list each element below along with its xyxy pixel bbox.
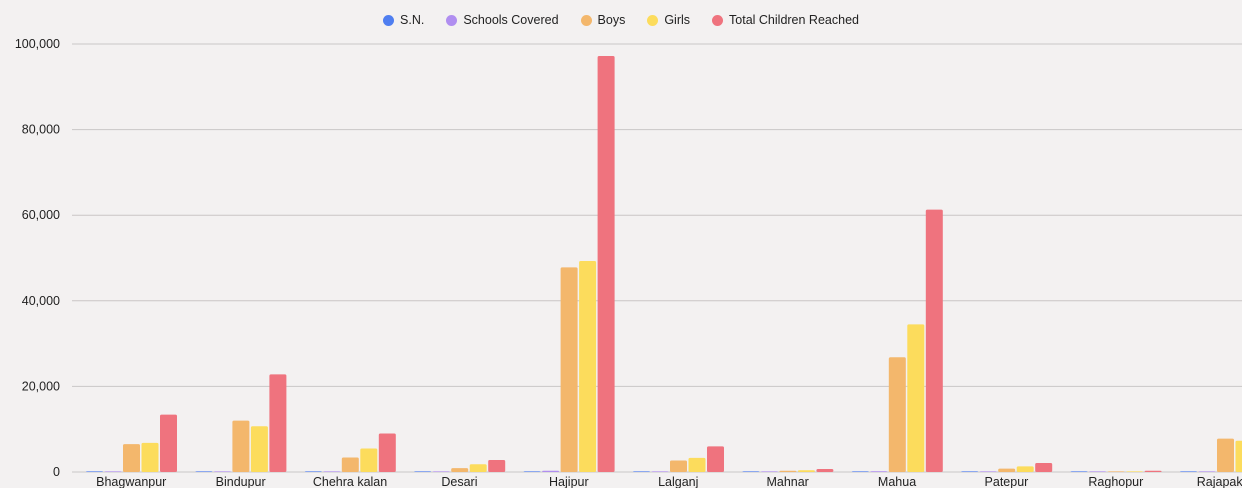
legend-swatch	[383, 14, 395, 26]
bar[interactable]	[1107, 471, 1125, 472]
bar[interactable]	[560, 267, 578, 472]
bar[interactable]	[1035, 463, 1053, 472]
x-tick-label: Bindupur	[216, 475, 266, 488]
bar[interactable]	[451, 468, 469, 472]
bar[interactable]	[104, 471, 122, 472]
bar[interactable]	[870, 471, 888, 472]
bar[interactable]	[469, 464, 487, 472]
bar[interactable]	[360, 448, 378, 472]
bar[interactable]	[779, 470, 797, 472]
legend-label: Schools Covered	[463, 13, 559, 27]
y-tick-label: 100,000	[15, 37, 60, 51]
legend-item[interactable]: Schools Covered	[446, 13, 559, 27]
legend-label: Boys	[597, 13, 626, 27]
x-tick-label: Raghopur	[1088, 475, 1143, 488]
bar[interactable]	[888, 357, 906, 472]
bar[interactable]	[250, 426, 268, 472]
x-tick-label: Chehra kalan	[313, 475, 387, 488]
bar[interactable]	[1235, 440, 1242, 472]
bar[interactable]	[907, 324, 925, 472]
chart-legend: S.N. Schools Covered Boys Girls Total Childr…	[0, 13, 1242, 27]
x-tick-label: Mahua	[878, 475, 916, 488]
bar[interactable]	[123, 444, 140, 472]
bar[interactable]	[633, 471, 650, 472]
bar[interactable]	[688, 457, 706, 472]
x-tick-label: Desari	[441, 475, 477, 488]
legend-label: S.N.	[400, 13, 425, 27]
legend-item[interactable]: Girls	[647, 13, 690, 27]
bar[interactable]	[1070, 471, 1088, 472]
bar[interactable]	[160, 414, 177, 472]
y-tick-label: 80,000	[22, 123, 60, 137]
legend-item[interactable]: Total Children Reached	[712, 13, 859, 27]
bar[interactable]	[961, 471, 979, 472]
bar[interactable]	[797, 470, 815, 472]
bar[interactable]	[269, 374, 287, 472]
legend-item[interactable]: Boys	[580, 13, 626, 27]
bar[interactable]	[213, 471, 231, 472]
bar[interactable]	[1217, 438, 1234, 472]
bar[interactable]	[323, 471, 341, 472]
bar[interactable]	[1089, 471, 1107, 472]
legend-label: Total Children Reached	[729, 13, 859, 27]
bar[interactable]	[523, 471, 541, 472]
bar[interactable]	[816, 469, 834, 472]
bar[interactable]	[851, 471, 869, 472]
y-tick-label: 0	[53, 465, 60, 479]
bar[interactable]	[925, 209, 943, 473]
legend-label: Girls	[664, 13, 691, 27]
y-tick-label: 60,000	[22, 208, 60, 222]
x-tick-label: Patepur	[985, 475, 1029, 488]
legend-swatch	[446, 14, 458, 26]
bar[interactable]	[414, 471, 432, 472]
x-tick-label: Rajapakar	[1197, 475, 1242, 488]
legend-swatch	[712, 14, 724, 26]
bar[interactable]	[542, 470, 560, 472]
bar[interactable]	[1016, 466, 1034, 472]
bar[interactable]	[232, 420, 250, 472]
bar[interactable]	[597, 55, 615, 472]
bar[interactable]	[1180, 471, 1197, 472]
bar[interactable]	[141, 442, 159, 472]
bar[interactable]	[488, 460, 506, 472]
bar[interactable]	[341, 457, 359, 472]
x-tick-label: Bhagwanpur	[96, 475, 166, 488]
legend-item[interactable]: S.N.	[383, 13, 424, 27]
bar[interactable]	[760, 471, 778, 472]
x-tick-label: Mahnar	[766, 475, 808, 488]
bar[interactable]	[195, 471, 213, 472]
bar[interactable]	[998, 468, 1016, 472]
bar[interactable]	[432, 471, 450, 472]
legend-swatch	[580, 14, 592, 26]
y-tick-label: 20,000	[22, 379, 60, 393]
bar[interactable]	[670, 460, 687, 472]
bar[interactable]	[707, 446, 724, 472]
bar[interactable]	[651, 471, 669, 472]
bar[interactable]	[1144, 470, 1162, 472]
bar[interactable]	[86, 471, 103, 472]
legend-swatch	[647, 14, 659, 26]
y-tick-label: 40,000	[22, 294, 60, 308]
bar[interactable]	[579, 260, 597, 472]
bar[interactable]	[979, 471, 997, 472]
x-tick-label: Hajipur	[549, 475, 589, 488]
bar[interactable]	[304, 471, 322, 472]
x-tick-label: Lalganj	[658, 475, 698, 488]
bar[interactable]	[1126, 471, 1144, 472]
bar[interactable]	[742, 471, 760, 472]
bar[interactable]	[1198, 471, 1216, 472]
bar[interactable]	[378, 433, 396, 472]
